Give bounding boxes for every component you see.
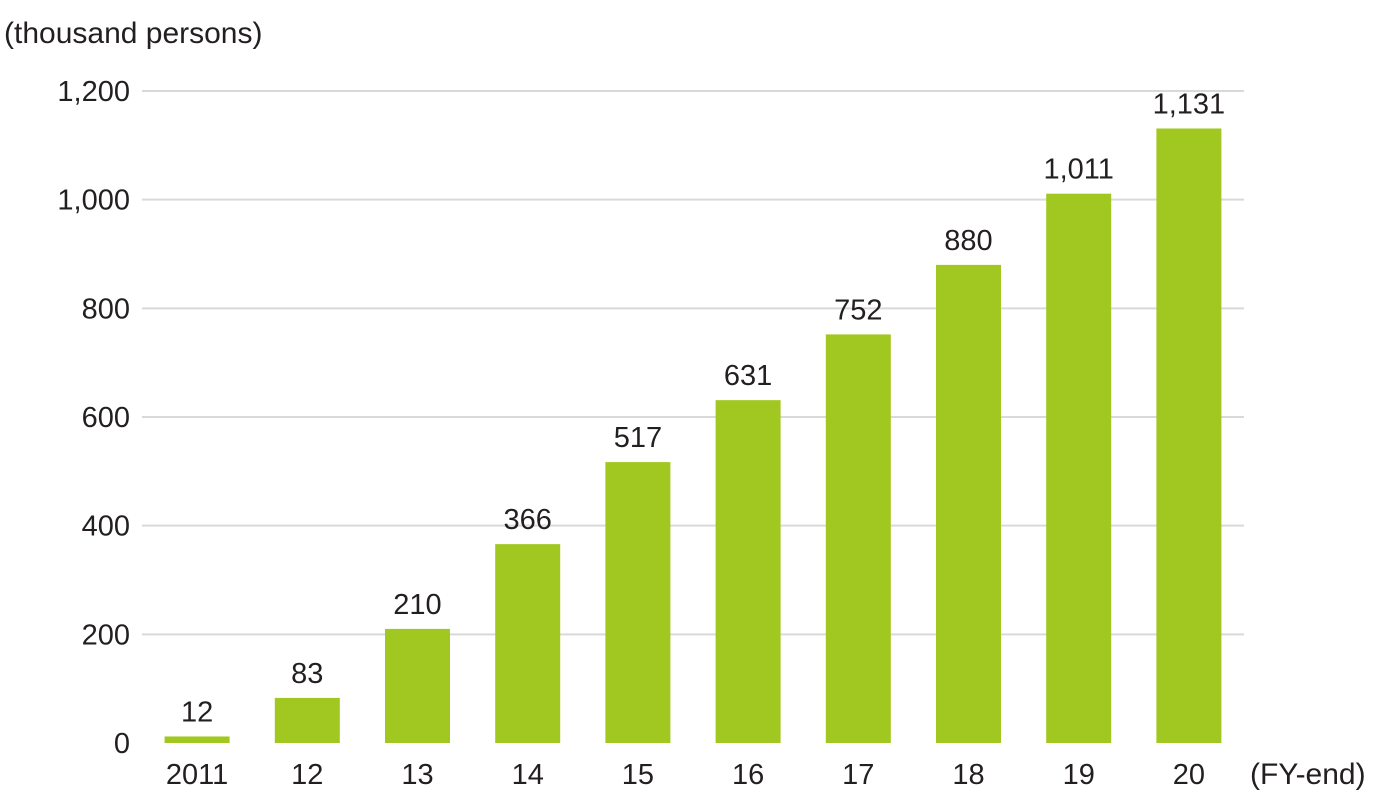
x-tick-label: 20 — [1173, 759, 1205, 791]
value-label: 880 — [944, 225, 992, 257]
bar — [825, 334, 891, 743]
bar — [385, 628, 450, 743]
y-axis-tick-labels: 0 200 400 600 800 1,000 1,200 — [57, 76, 130, 760]
value-label: 210 — [393, 589, 441, 621]
value-labels: 12 83 210 366 517 631 752 880 1,011 1,131 — [181, 88, 1225, 728]
bar — [495, 544, 561, 743]
y-tick-label: 400 — [82, 511, 130, 543]
x-tick-label: 19 — [1063, 759, 1095, 791]
x-axis-tick-labels: 2011 12 13 14 15 16 17 18 19 20 — [166, 759, 1205, 791]
y-tick-label: 200 — [82, 619, 130, 651]
bar — [1156, 128, 1222, 744]
y-axis-unit-label: (thousand persons) — [4, 17, 263, 50]
value-label: 12 — [181, 696, 213, 728]
x-tick-label: 16 — [732, 759, 764, 791]
x-tick-label: 2011 — [166, 759, 228, 791]
x-tick-label: 18 — [952, 759, 984, 791]
bars — [164, 128, 1222, 744]
value-label: 83 — [291, 658, 323, 690]
bar — [164, 736, 230, 743]
bar — [274, 697, 340, 743]
y-tick-label: 1,000 — [57, 185, 130, 217]
x-tick-label: 13 — [401, 759, 433, 791]
value-label: 1,131 — [1153, 88, 1226, 120]
bar — [1046, 193, 1112, 743]
y-tick-label: 800 — [82, 293, 130, 325]
value-label: 517 — [614, 422, 662, 454]
value-label: 631 — [724, 360, 772, 392]
y-tick-label: 600 — [82, 402, 130, 434]
bar — [715, 400, 781, 743]
y-tick-label: 1,200 — [57, 76, 130, 108]
value-label: 752 — [834, 294, 882, 326]
x-tick-label: 17 — [842, 759, 874, 791]
x-tick-label: 12 — [291, 759, 323, 791]
bar — [605, 462, 671, 743]
x-tick-label: 15 — [622, 759, 654, 791]
x-tick-label: 14 — [512, 759, 544, 791]
bar — [936, 264, 1001, 743]
x-axis-unit-label: (FY-end) — [1250, 758, 1366, 791]
y-tick-label: 0 — [114, 728, 130, 760]
value-label: 1,011 — [1043, 154, 1113, 186]
value-label: 366 — [504, 504, 552, 536]
